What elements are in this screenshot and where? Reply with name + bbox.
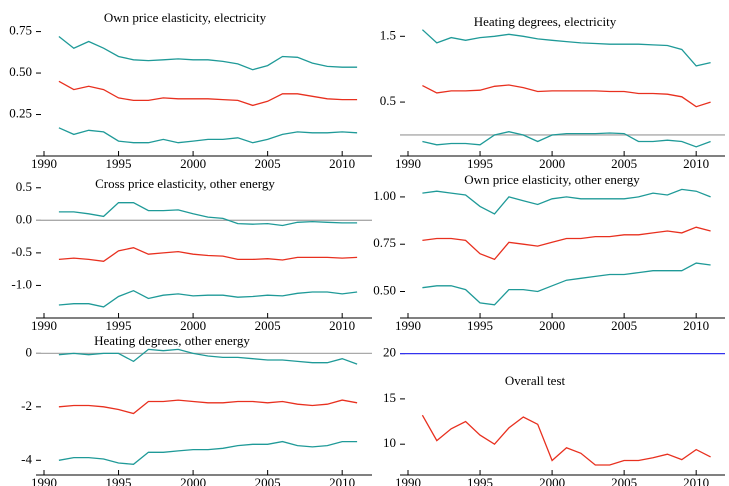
y-tick-label: 0.5 xyxy=(16,179,32,194)
panel-title: Heating degrees, other energy xyxy=(94,333,250,348)
series-line xyxy=(422,226,711,261)
series-line xyxy=(422,188,711,215)
x-tick-label: 1995 xyxy=(106,318,132,333)
x-tick-label: 2000 xyxy=(539,475,565,486)
series-line xyxy=(58,80,358,107)
y-tick-label: 0.75 xyxy=(373,235,396,250)
x-tick-label: 2005 xyxy=(255,475,281,486)
series-line xyxy=(421,414,711,466)
x-tick-label: 2005 xyxy=(255,318,281,333)
y-tick-label: 0.5 xyxy=(380,93,396,108)
panel-title: Heating degrees, electricity xyxy=(474,14,617,29)
series-line xyxy=(58,399,358,415)
x-tick-label: 2000 xyxy=(180,156,206,171)
x-tick-label: 2010 xyxy=(329,318,355,333)
x-tick-label: 2000 xyxy=(180,318,206,333)
x-tick-label: 1990 xyxy=(31,156,57,171)
x-tick-label: 2010 xyxy=(683,318,709,333)
x-tick-label: 1995 xyxy=(106,475,132,486)
x-tick-label: 1995 xyxy=(106,156,132,171)
y-tick-label: -4 xyxy=(21,451,32,466)
y-tick-label: 20 xyxy=(383,345,396,360)
y-tick-label: 0.50 xyxy=(9,64,32,79)
x-tick-label: 1990 xyxy=(31,318,57,333)
series-line xyxy=(422,84,711,108)
y-tick-label: -0.5 xyxy=(11,244,32,259)
x-tick-label: 2010 xyxy=(329,475,355,486)
series-line xyxy=(58,35,358,71)
x-tick-label: 1990 xyxy=(395,156,421,171)
x-tick-label: 2005 xyxy=(611,318,637,333)
y-tick-label: 10 xyxy=(383,435,396,450)
series-line xyxy=(422,131,711,148)
x-tick-label: 2000 xyxy=(539,318,565,333)
x-tick-label: 2010 xyxy=(683,156,709,171)
y-tick-label: 0.50 xyxy=(373,282,396,297)
panel-title: Cross price elasticity, other energy xyxy=(95,176,275,191)
x-tick-label: 2010 xyxy=(329,156,355,171)
y-tick-label: 0.75 xyxy=(9,23,32,38)
x-tick-label: 2000 xyxy=(539,156,565,171)
x-tick-label: 1995 xyxy=(467,318,493,333)
x-tick-label: 2010 xyxy=(683,475,709,486)
x-tick-label: 1990 xyxy=(395,475,421,486)
x-tick-label: 1995 xyxy=(467,475,493,486)
series-line xyxy=(421,29,711,67)
y-tick-label: 0 xyxy=(26,344,33,359)
y-tick-label: 15 xyxy=(383,390,396,405)
series-line xyxy=(58,127,358,144)
series-line xyxy=(58,202,358,227)
x-tick-label: 2005 xyxy=(255,156,281,171)
x-tick-label: 2000 xyxy=(180,475,206,486)
y-tick-label: 0.0 xyxy=(16,211,32,226)
series-line xyxy=(422,262,711,306)
y-tick-label: 1.5 xyxy=(380,27,396,42)
series-line xyxy=(58,247,358,262)
series-line xyxy=(58,440,358,465)
x-tick-label: 1990 xyxy=(395,318,421,333)
x-tick-label: 1995 xyxy=(467,156,493,171)
panel-title: Own price elasticity, other energy xyxy=(464,172,640,187)
x-tick-label: 2005 xyxy=(611,156,637,171)
panel-title: Overall test xyxy=(505,373,566,388)
panel-title: Own price elasticity, electricity xyxy=(104,10,267,25)
series-line xyxy=(58,289,358,308)
y-tick-label: 1.00 xyxy=(373,188,396,203)
x-tick-label: 1990 xyxy=(31,475,57,486)
series-line xyxy=(58,348,358,365)
y-tick-label: -2 xyxy=(21,398,32,413)
y-tick-label: -1.0 xyxy=(11,276,32,291)
y-tick-label: 0.25 xyxy=(9,106,32,121)
x-tick-label: 2005 xyxy=(611,475,637,486)
